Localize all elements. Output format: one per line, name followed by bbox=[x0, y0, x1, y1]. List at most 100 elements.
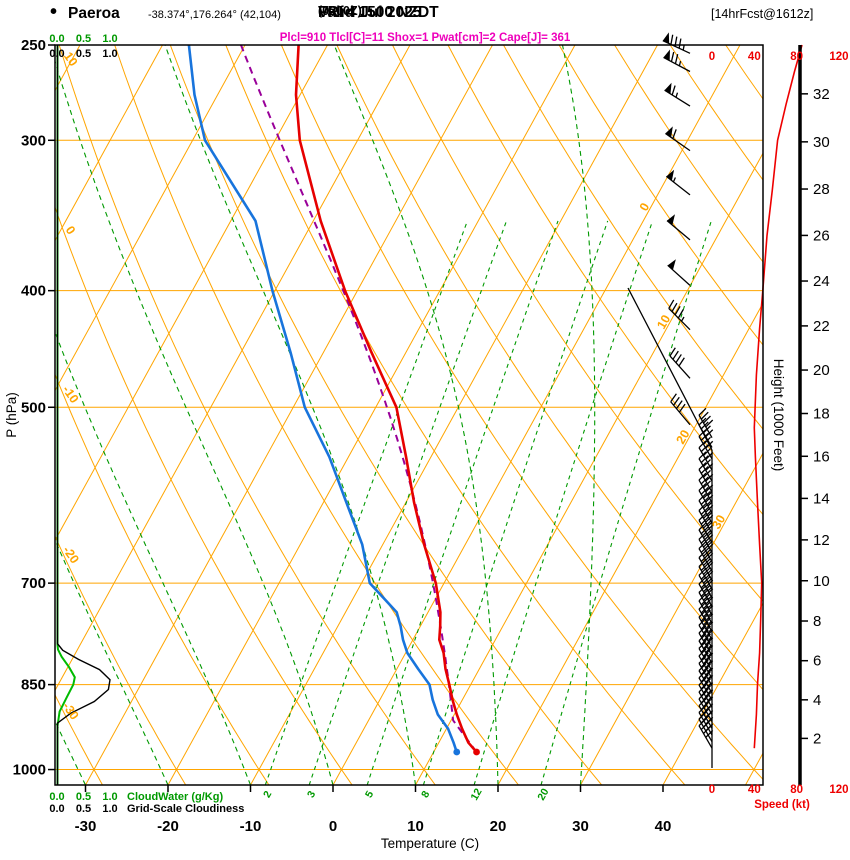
temp-tick-label: 0 bbox=[329, 818, 337, 835]
height-tick-label: 22 bbox=[813, 318, 830, 335]
temp-tick-label: -30 bbox=[75, 818, 97, 835]
speed-tick-bottom: 120 bbox=[829, 784, 848, 796]
cloudwater-tick-top: 1.0 bbox=[102, 33, 117, 45]
height-tick-label: 24 bbox=[813, 273, 830, 290]
temperature-curve-surface-dot bbox=[473, 748, 480, 756]
mixing-ratio-line bbox=[366, 220, 559, 785]
isotherm-label: 20 bbox=[673, 427, 692, 446]
cloudiness-tick-top: 1.0 bbox=[102, 48, 117, 60]
wind-barb bbox=[665, 132, 691, 152]
speed-tick-bottom: 80 bbox=[790, 784, 803, 796]
indices-line: Plcl=910 Tlcl[C]=11 Shox=1 Pwat[cm]=2 Ca… bbox=[279, 32, 571, 44]
mixing-ratio-label: 12 bbox=[468, 786, 484, 802]
speed-tick-top: 120 bbox=[829, 51, 848, 63]
pressure-tick-label: 850 bbox=[21, 677, 46, 694]
moist-adiabat bbox=[561, 45, 596, 785]
height-tick-label: 12 bbox=[813, 532, 830, 549]
valid-time: Valid 1500 NZDT bbox=[318, 4, 439, 21]
sounding-curves bbox=[187, 45, 480, 756]
mixing-ratio-label: 3 bbox=[305, 789, 318, 800]
mixing-ratio-line bbox=[422, 220, 609, 785]
cloudiness-tick-bottom: 0.0 bbox=[49, 803, 64, 815]
cloudwater-tick-top: 0.0 bbox=[49, 33, 64, 45]
mixing-ratio-line bbox=[264, 220, 468, 785]
station-bullet-icon: • bbox=[50, 1, 58, 23]
cloudiness-tick-bottom: 1.0 bbox=[102, 803, 117, 815]
pressure-axis-title: P (hPa) bbox=[4, 392, 19, 438]
wind-barb bbox=[665, 175, 691, 196]
pressure-tick-label: 1000 bbox=[13, 762, 46, 779]
temp-tick-label: 10 bbox=[407, 818, 424, 835]
dry-adiabat-label: -20 bbox=[60, 543, 82, 566]
height-tick-label: 2 bbox=[813, 730, 821, 747]
moisture-lines bbox=[55, 45, 712, 785]
dry-adiabat-label: -10 bbox=[60, 383, 82, 406]
moist-adiabat bbox=[55, 59, 334, 785]
wind-barb bbox=[669, 355, 691, 379]
temp-tick-label: 40 bbox=[655, 818, 672, 835]
wind-staff-diagonal bbox=[627, 287, 713, 451]
wind-barb bbox=[668, 307, 691, 331]
speed-tick-top: 0 bbox=[709, 51, 715, 63]
speed-tick-top: 80 bbox=[790, 51, 803, 63]
mixing-ratio-line bbox=[308, 220, 508, 785]
moist-adiabat bbox=[55, 330, 252, 785]
mixing-ratio-label: 2 bbox=[261, 789, 274, 800]
height-axis-title: Height (1000 Feet) bbox=[771, 359, 786, 472]
valid-zulu: (0200Z) bbox=[318, 4, 362, 18]
cloudwater-tick-bottom: 1.0 bbox=[102, 791, 117, 803]
plot-border bbox=[54, 44, 764, 786]
dry-adiabat-label: 10 bbox=[61, 49, 80, 68]
valid-date: FRI 4 Jul 2025 bbox=[318, 4, 422, 21]
dewpoint-curve bbox=[187, 45, 458, 753]
cloudwater-tick-top: 0.5 bbox=[76, 33, 91, 45]
height-tick-label: 16 bbox=[813, 448, 830, 465]
speed-axis-title: Speed (kt) bbox=[754, 799, 810, 811]
cloudiness-axis-title: Grid-Scale Cloudiness bbox=[127, 803, 244, 815]
height-tick-label: 26 bbox=[813, 227, 830, 244]
cloudiness-tick-top: 0.5 bbox=[76, 48, 91, 60]
forecast-info: [14hrFcst@1612z] bbox=[711, 7, 814, 21]
mixing-ratio-label: 20 bbox=[535, 786, 551, 802]
temp-tick-label: 30 bbox=[572, 818, 589, 835]
height-tick-label: 20 bbox=[813, 362, 830, 379]
height-tick-label: 8 bbox=[813, 613, 821, 630]
height-tick-label: 14 bbox=[813, 490, 830, 507]
isotherm-label: 10 bbox=[654, 312, 673, 331]
dewpoint-curve-surface-dot bbox=[453, 748, 461, 756]
cloudiness-tick-bottom: 0.5 bbox=[76, 803, 91, 815]
height-tick-label: 10 bbox=[813, 573, 830, 590]
mixing-ratio-label: 5 bbox=[363, 789, 376, 800]
station-name: Paeroa bbox=[68, 5, 120, 22]
cloudwater-tick-bottom: 0.0 bbox=[49, 791, 64, 803]
station-coords: -38.374°,176.264° (42,104) bbox=[148, 9, 281, 21]
mixing-ratio-label: 8 bbox=[419, 789, 432, 800]
pressure-tick-label: 700 bbox=[21, 575, 46, 592]
temp-tick-label: 20 bbox=[490, 818, 507, 835]
speed-tick-top: 40 bbox=[748, 51, 761, 63]
height-tick-label: 4 bbox=[813, 692, 821, 709]
cloudwater-tick-bottom: 0.5 bbox=[76, 791, 91, 803]
isotherm-label: 30 bbox=[709, 512, 728, 531]
temp-tick-label: -20 bbox=[157, 818, 179, 835]
pressure-tick-label: 300 bbox=[21, 132, 46, 149]
speed-tick-bottom: 40 bbox=[748, 784, 761, 796]
temp-axis-title: Temperature (C) bbox=[381, 836, 479, 851]
isotherm-label: 0 bbox=[637, 200, 653, 213]
mixing-ratio-line bbox=[540, 220, 712, 785]
wind-barbs bbox=[662, 32, 714, 749]
height-tick-label: 28 bbox=[813, 181, 830, 198]
cloudiness-tick-top: 0.0 bbox=[49, 48, 64, 60]
pressure-tick-label: 500 bbox=[21, 399, 46, 416]
wind-barb bbox=[666, 220, 691, 241]
wind-barb bbox=[670, 401, 691, 426]
cloudiness-curve bbox=[56, 45, 111, 785]
height-tick-label: 6 bbox=[813, 653, 821, 670]
pressure-tick-label: 400 bbox=[21, 283, 46, 300]
cloudwater-axis-title: CloudWater (g/Kg) bbox=[127, 791, 223, 803]
height-tick-label: 30 bbox=[813, 134, 830, 151]
speed-tick-bottom: 0 bbox=[709, 784, 715, 796]
